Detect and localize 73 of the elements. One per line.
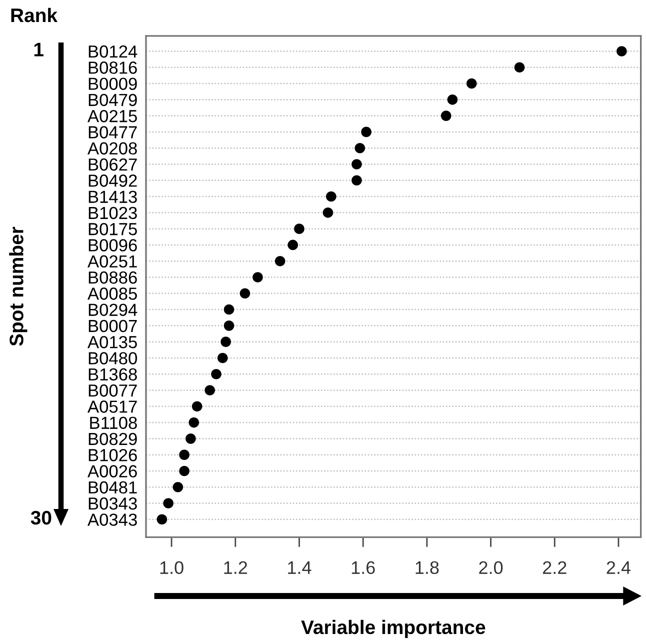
x-tick-label: 2.2	[542, 561, 566, 574]
x-tick-label: 1.4	[288, 561, 312, 574]
y-tick-label: B1026	[88, 448, 137, 462]
x-axis-title: Variable importance	[301, 620, 486, 638]
point	[361, 126, 372, 138]
point	[211, 368, 222, 380]
y-tick-label: B0816	[88, 62, 137, 74]
point	[224, 320, 234, 331]
point	[179, 466, 190, 476]
point	[326, 191, 336, 202]
point	[217, 352, 228, 364]
point	[466, 78, 477, 89]
y-tick-label: B0175	[88, 222, 137, 236]
point	[163, 498, 174, 508]
y-tick-label: B0479	[88, 94, 137, 106]
point	[514, 62, 525, 73]
y-tick-label: A0135	[88, 336, 137, 348]
point	[179, 450, 190, 460]
x-tick-label: 1.2	[224, 561, 248, 574]
y-tick-label: B0096	[88, 239, 137, 252]
y-tick-label: B0492	[88, 174, 137, 187]
point	[186, 434, 196, 444]
y-axis-title: Spot number	[9, 226, 28, 346]
x-tick-label: 2.0	[479, 561, 503, 574]
y-tick-label: B1413	[88, 190, 137, 203]
x-tick-label: 1.0	[160, 561, 184, 574]
point	[352, 175, 362, 186]
point	[322, 208, 334, 218]
y-tick-label: A0517	[88, 400, 137, 413]
y-tick-label: B0124	[88, 45, 138, 58]
point	[224, 304, 234, 315]
point	[288, 240, 298, 250]
y-tick-label: B0009	[88, 78, 137, 90]
point	[447, 94, 458, 105]
y-tick-label: B0886	[88, 271, 137, 284]
x-tick-label: 1.8	[416, 561, 439, 574]
point	[252, 272, 263, 282]
y-tick-label: B0477	[88, 126, 137, 138]
point	[440, 110, 452, 121]
point	[294, 224, 304, 234]
y-tick-label: B0480	[88, 352, 137, 364]
point	[172, 482, 184, 492]
point	[188, 417, 200, 428]
y-tick-label: A0085	[88, 288, 137, 300]
x-tick-label: 1.6	[352, 561, 375, 574]
point	[352, 159, 362, 170]
y-tick-label: B0007	[88, 320, 137, 332]
y-tick-label: B1108	[90, 416, 137, 429]
y-tick-label: B1368	[88, 368, 137, 381]
point	[274, 256, 286, 266]
y-tick-label: A0343	[88, 514, 137, 526]
text: 1	[34, 42, 44, 56]
x-tick-label: 2.4	[606, 561, 631, 574]
y-tick-label: A0026	[88, 465, 137, 478]
text: 30	[30, 510, 52, 525]
y-tick-label: A0251	[88, 255, 137, 268]
y-tick-label: B0829	[88, 432, 137, 446]
y-tick-label: B0343	[88, 497, 137, 510]
y-tick-label: B0294	[88, 304, 138, 316]
text: Rank	[11, 8, 58, 22]
point	[240, 288, 250, 299]
point	[354, 142, 366, 154]
point	[192, 401, 202, 412]
point	[616, 46, 627, 56]
point	[220, 336, 231, 347]
point	[204, 385, 215, 396]
y-tick-label: B0481	[88, 481, 137, 494]
point	[156, 514, 168, 525]
y-tick-label: A0215	[88, 110, 137, 122]
y-tick-label: B1023	[88, 206, 137, 220]
y-tick-label: A0208	[88, 142, 137, 155]
y-tick-label: B0627	[88, 158, 137, 171]
y-tick-label: B0077	[88, 384, 137, 397]
